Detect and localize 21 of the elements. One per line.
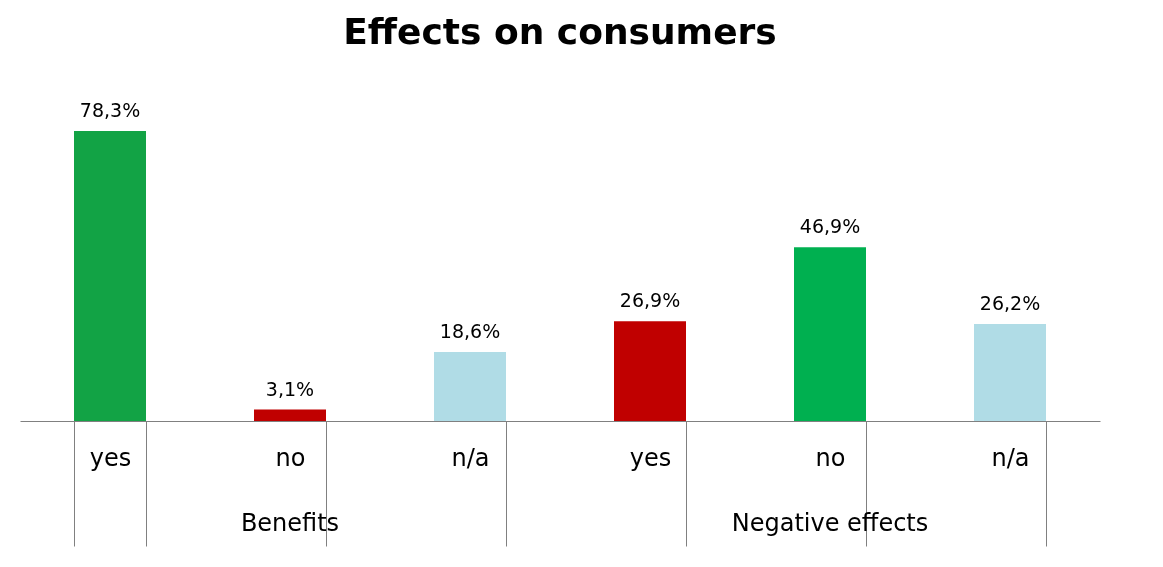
bar: [974, 323, 1046, 421]
x-tick-label: yes: [629, 443, 672, 472]
bar: [794, 247, 866, 421]
x-tick-label: n/a: [451, 443, 490, 472]
chart-title: Effects on consumers: [343, 11, 777, 52]
text: Benefits: [240, 509, 340, 537]
x-tick-label: yes: [89, 443, 132, 472]
data-label: 18,6%: [439, 320, 501, 343]
data-label: 26,9%: [619, 289, 681, 312]
bar: [614, 321, 686, 421]
x-tick-label: no: [275, 443, 306, 472]
data-label: 46,9%: [799, 215, 861, 238]
data-label: 26,2%: [979, 291, 1041, 314]
data-label: 3,1%: [265, 377, 315, 400]
bar: [254, 409, 326, 421]
data-label: 78,3%: [79, 99, 141, 121]
bar: [434, 352, 506, 421]
x-tick-label: no: [815, 443, 846, 472]
bar: [74, 131, 146, 421]
x-tick-label: n/a: [991, 443, 1030, 472]
text: Negative effects: [731, 509, 929, 537]
